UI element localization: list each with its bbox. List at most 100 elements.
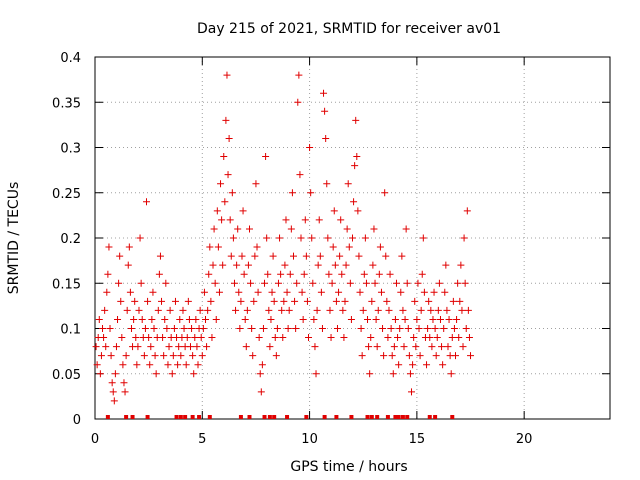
data-point <box>427 306 435 314</box>
data-point <box>398 252 406 260</box>
data-point <box>239 207 247 215</box>
data-point <box>149 288 157 296</box>
data-point <box>125 243 133 251</box>
zero-data-point <box>369 415 374 419</box>
data-point <box>145 334 153 342</box>
data-point <box>104 270 112 278</box>
zero-data-point <box>105 415 110 419</box>
data-point <box>286 270 294 278</box>
data-point <box>143 198 150 206</box>
data-point <box>311 343 319 351</box>
data-point <box>387 325 395 332</box>
data-point <box>208 334 216 342</box>
data-point <box>163 325 171 332</box>
data-point <box>250 297 258 305</box>
data-point <box>312 370 320 378</box>
data-point <box>158 297 166 305</box>
data-point <box>161 315 169 323</box>
data-point <box>362 279 370 287</box>
data-point <box>386 270 394 278</box>
data-point <box>93 361 101 369</box>
data-point <box>194 361 202 369</box>
data-point <box>108 379 116 387</box>
data-point <box>105 243 113 251</box>
data-point <box>450 325 458 332</box>
data-point <box>291 297 299 305</box>
data-point <box>424 325 432 332</box>
data-point <box>180 325 188 332</box>
data-point <box>392 279 400 287</box>
data-point <box>306 144 314 151</box>
data-point <box>177 352 185 360</box>
data-point <box>169 352 177 360</box>
data-point <box>456 297 464 305</box>
data-point <box>442 261 450 269</box>
data-point <box>207 297 215 305</box>
data-point <box>338 270 346 278</box>
data-point <box>199 325 207 332</box>
zero-data-point <box>262 415 267 419</box>
data-point <box>251 252 259 260</box>
data-point <box>428 343 436 351</box>
data-point <box>259 325 267 332</box>
data-point <box>315 216 323 224</box>
data-point <box>383 297 391 305</box>
data-point <box>356 288 364 296</box>
y-tick-label: 0.1 <box>60 323 81 338</box>
data-point <box>281 261 289 269</box>
zero-data-point <box>400 415 405 419</box>
data-point <box>405 352 413 360</box>
data-point <box>155 270 163 278</box>
data-point <box>115 279 123 287</box>
data-point <box>360 270 368 278</box>
data-point <box>230 279 238 287</box>
zero-data-point <box>178 415 183 419</box>
y-tick-label: 0.35 <box>52 96 81 111</box>
data-point <box>377 288 385 296</box>
data-point <box>140 352 148 360</box>
zero-data-point <box>375 415 380 419</box>
data-point <box>184 297 192 305</box>
data-point <box>249 352 257 360</box>
data-point <box>444 343 452 351</box>
data-point <box>425 297 433 305</box>
data-point <box>414 279 422 287</box>
data-point <box>388 352 396 360</box>
data-point <box>114 315 122 323</box>
data-point <box>379 325 387 332</box>
data-point <box>294 98 302 106</box>
data-point <box>408 388 416 396</box>
data-point <box>111 370 119 378</box>
data-point <box>431 325 439 332</box>
data-point <box>265 306 273 314</box>
data-point <box>160 352 168 360</box>
data-point <box>310 315 318 323</box>
data-point <box>154 306 162 314</box>
data-point <box>212 315 220 323</box>
data-point <box>355 252 363 260</box>
data-point <box>204 306 212 314</box>
data-point <box>292 325 300 332</box>
data-point <box>186 343 194 351</box>
data-point <box>116 252 124 260</box>
data-point <box>232 306 240 314</box>
data-point <box>413 315 421 323</box>
data-point <box>364 315 372 323</box>
data-point <box>110 397 118 405</box>
data-point <box>175 343 183 351</box>
zero-data-point <box>272 415 277 419</box>
zero-data-point <box>396 415 401 419</box>
data-point <box>299 315 307 323</box>
data-point <box>288 189 296 197</box>
data-point <box>164 361 172 369</box>
data-point <box>112 343 120 351</box>
data-point <box>336 252 344 260</box>
data-point <box>342 261 350 269</box>
data-point <box>343 225 351 233</box>
x-axis-label: GPS time / hours <box>290 459 407 475</box>
data-point <box>135 306 143 314</box>
y-tick-label: 0.15 <box>52 277 81 292</box>
data-point <box>151 352 159 360</box>
data-point <box>331 261 339 269</box>
